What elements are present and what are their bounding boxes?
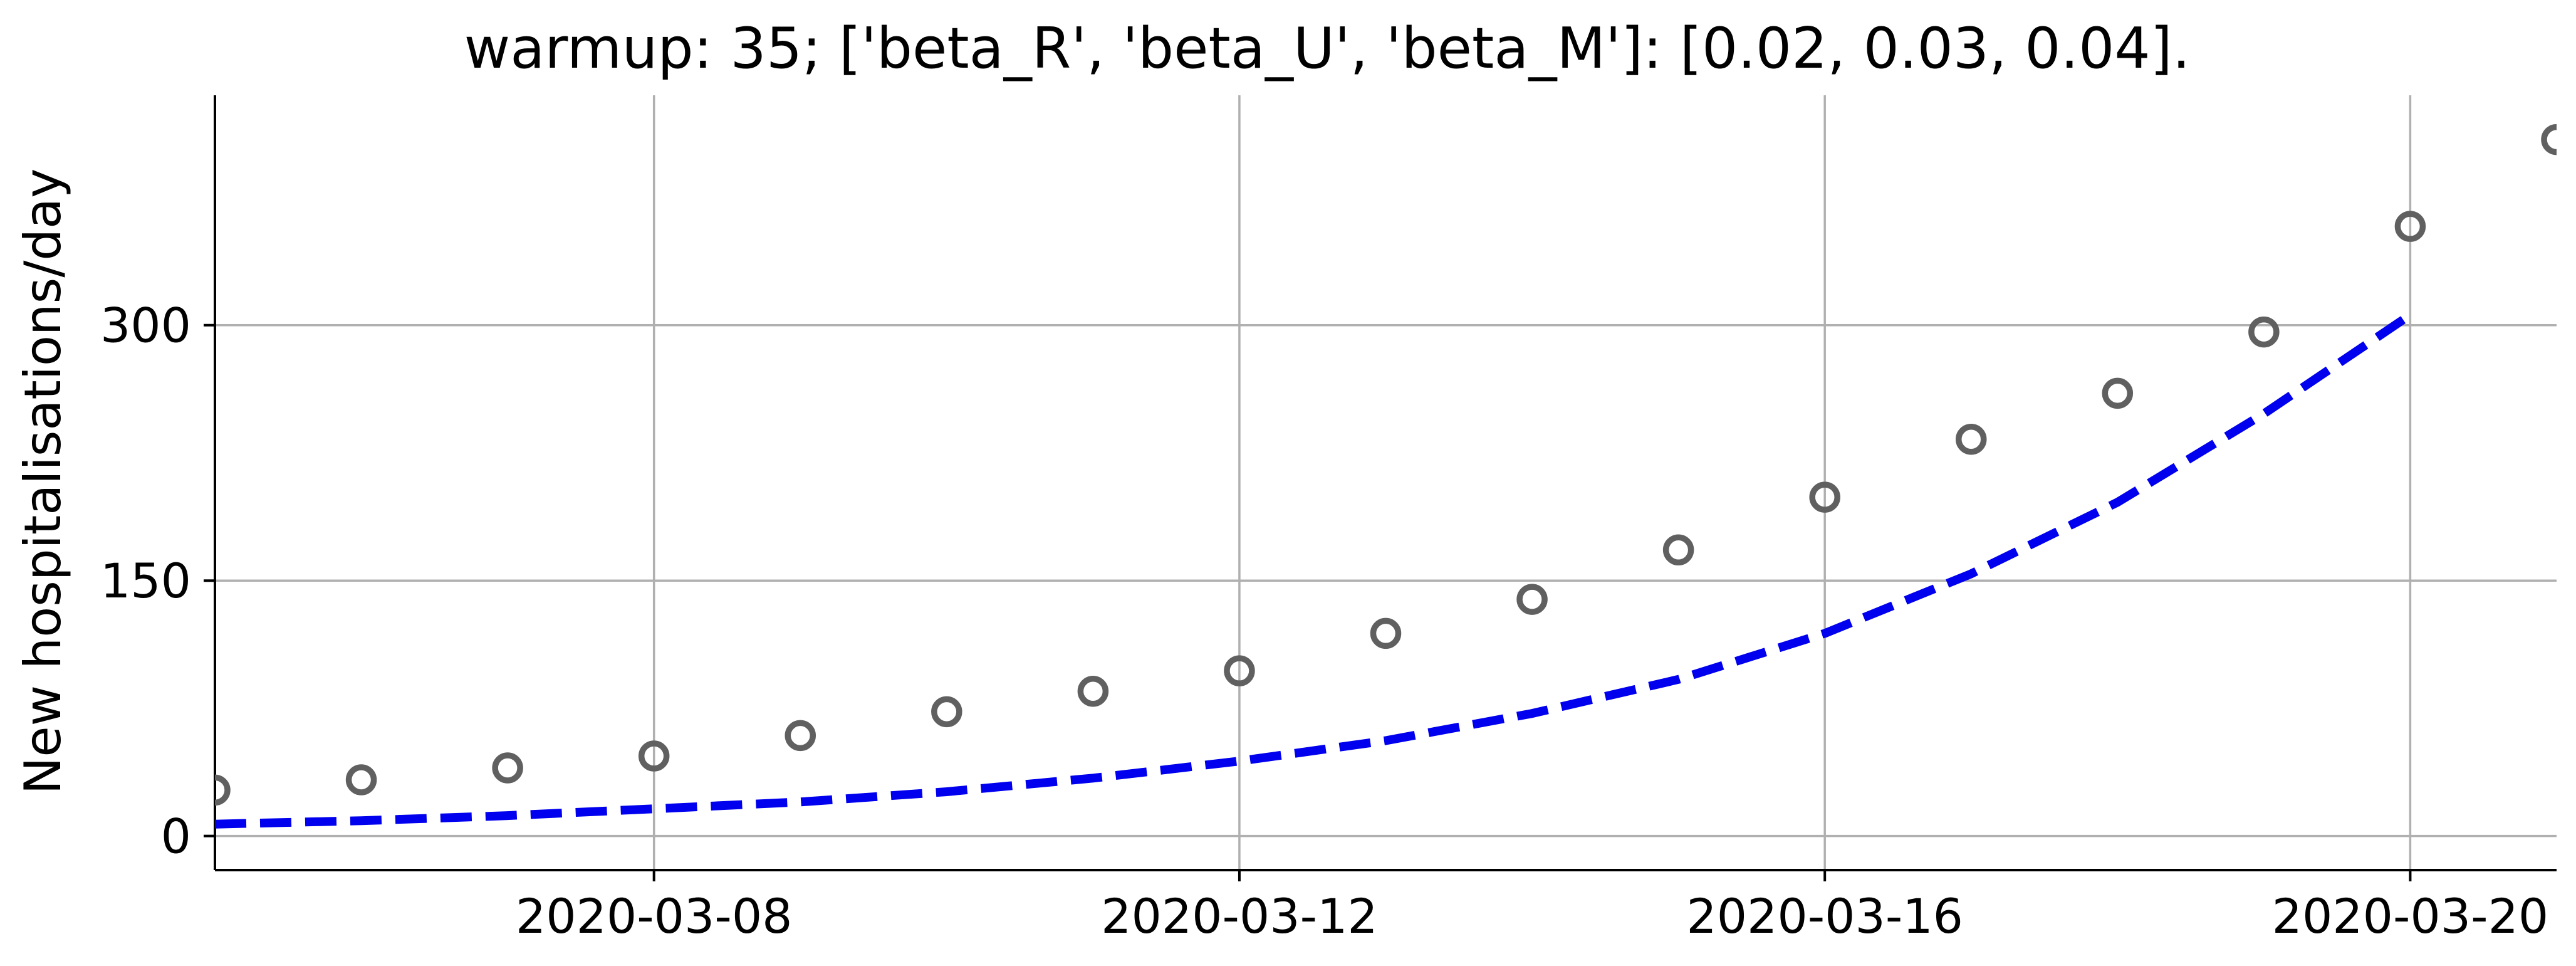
observed-point [1662,534,1694,566]
observed-point [1224,655,1255,686]
observed-point [2394,211,2426,242]
observed-point [785,720,816,752]
observed-point [2102,377,2134,409]
chart-title: warmup: 35; ['beta_R', 'beta_U', 'beta_M… [464,16,2191,81]
observed-point [345,764,377,795]
observed-point [638,740,670,772]
x-tick-label: 2020-03-16 [1686,888,1963,944]
observed-point [1077,676,1109,707]
y-tick-label: 300 [100,298,191,354]
x-tick-label: 2020-03-08 [516,888,793,944]
observed-point [931,696,962,728]
observed-point [492,752,523,784]
observed-point [1956,423,1987,455]
observed-point [215,774,231,806]
observed-point [1370,617,1402,649]
observed-point [1516,584,1548,615]
x-tick-label: 2020-03-12 [1101,888,1378,944]
x-tick-label: 2020-03-20 [2272,888,2549,944]
y-axis-label: New hospitalisations/day [14,169,72,795]
axes-layer [214,95,2557,871]
observed-point [2248,316,2280,348]
model-series-line [215,311,2413,829]
ticks-layer: 2020-03-08 2020-03-12 2020-03-16 2020-03-20… [100,298,2548,944]
observed-point [1809,481,1840,513]
observed-point [2541,123,2557,155]
grid-layer [215,95,2557,870]
y-tick-label: 0 [161,809,191,864]
series-layer [215,123,2557,829]
y-tick-label: 150 [100,553,191,609]
